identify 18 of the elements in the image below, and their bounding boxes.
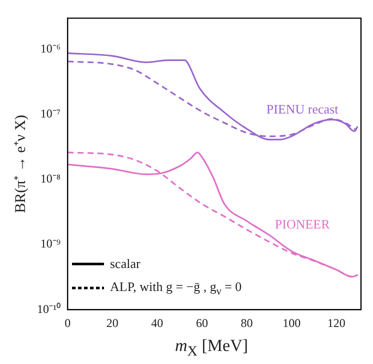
annotation: ALP, with g = −ḡ , g$_{ν}$ = 0: [110, 278, 242, 298]
x-axis-title: m$_{X}$ [MeV]: [174, 336, 248, 360]
y-tick-label: 10⁻⁸: [40, 172, 61, 186]
y-tick-label: 10⁻⁶: [40, 41, 61, 56]
annotation: scalar: [110, 256, 140, 272]
x-tick-label: 100: [282, 316, 301, 330]
y-tick-label: 10⁻⁷: [40, 106, 61, 120]
y-tick-label: 10⁻⁹: [40, 236, 61, 251]
series-label: PIENU recast: [266, 102, 339, 117]
y-axis-title: BR(π⁺ → e⁺ν X): [12, 114, 29, 213]
y-tick-label: 10⁻¹⁰: [36, 302, 61, 316]
x-tick-label: 20: [106, 316, 118, 330]
x-tick-label: 120: [327, 316, 346, 330]
x-tick-label: 60: [196, 316, 208, 330]
x-tick-label: 0: [64, 316, 71, 330]
x-tick-label: 40: [151, 316, 164, 330]
x-tick-label: 80: [240, 316, 253, 330]
series-label: PIONEER: [274, 216, 330, 232]
